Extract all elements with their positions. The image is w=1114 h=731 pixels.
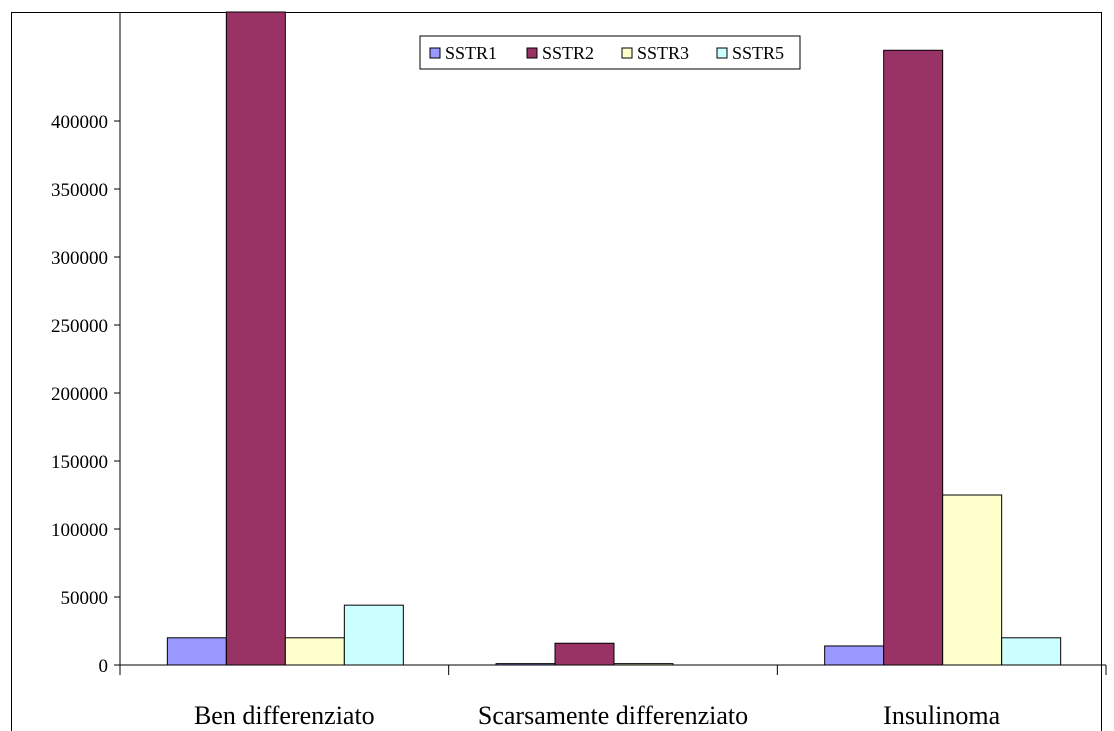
bar-sstr1-2	[824, 645, 885, 666]
bar-sstr5-2	[1001, 637, 1062, 666]
legend: SSTR1 SSTR2 SSTR3 SSTR5	[419, 35, 801, 70]
legend-swatch-sstr1	[429, 47, 441, 59]
bars-layer	[166, 11, 1062, 666]
legend-box	[419, 35, 801, 70]
x-category-label: Scarsamente differenziato	[478, 701, 748, 730]
axes-layer: 0 50000 100000 150000 200000 250000 300000 3500…	[51, 12, 1107, 730]
bar-sstr3-0	[284, 637, 345, 666]
y-tick-label: 250000	[51, 316, 108, 337]
legend-label-sstr3: SSTR3	[637, 43, 689, 63]
legend-label-sstr1: SSTR1	[445, 43, 497, 63]
y-tick-label: 200000	[51, 384, 108, 405]
legend-swatch-sstr5	[716, 47, 728, 59]
bar-sstr2-0	[225, 11, 286, 666]
legend-swatch-sstr3	[621, 47, 633, 59]
y-tick-label: 0	[99, 656, 109, 677]
x-category-label: Ben differenziato	[194, 701, 375, 730]
legend-label-sstr5: SSTR5	[732, 43, 784, 63]
y-tick-label: 300000	[51, 248, 108, 269]
y-tick-label: 100000	[51, 520, 108, 541]
bar-sstr2-1	[554, 642, 615, 666]
y-tick-label: 50000	[61, 588, 109, 609]
y-tick-label: 400000	[51, 112, 108, 133]
legend-swatch-sstr2	[526, 47, 538, 59]
y-tick-label: 350000	[51, 180, 108, 201]
x-category-label: Insulinoma	[883, 701, 1000, 730]
bar-sstr3-2	[942, 494, 1003, 666]
legend-label-sstr2: SSTR2	[542, 43, 594, 63]
bar-sstr2-2	[883, 49, 944, 666]
y-tick-label: 150000	[51, 452, 108, 473]
bar-sstr1-0	[166, 637, 227, 666]
bar-sstr5-0	[343, 604, 404, 666]
